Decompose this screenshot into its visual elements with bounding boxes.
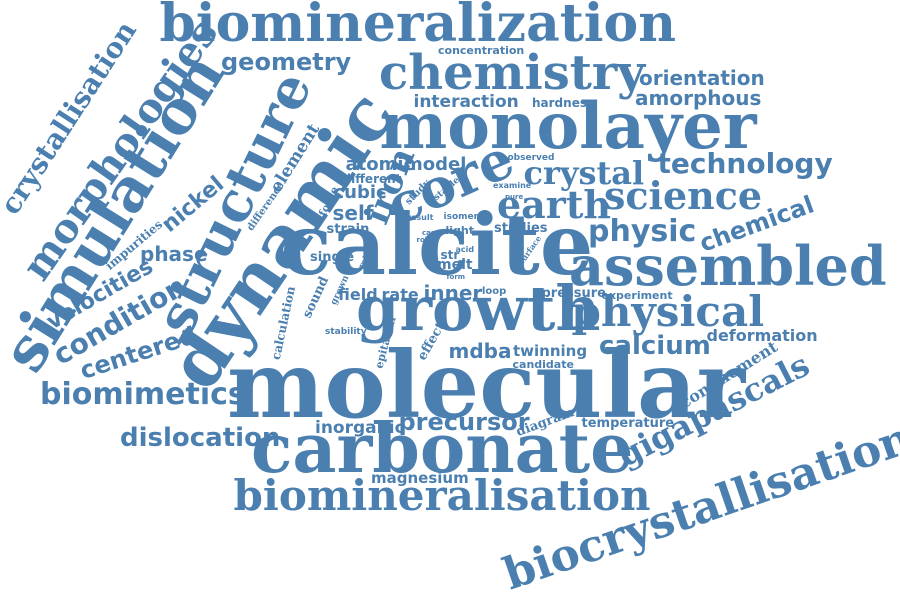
word-str: str <box>440 248 460 262</box>
word-light: light <box>445 223 475 237</box>
word-form: form <box>446 272 466 281</box>
word-interaction: interaction <box>413 91 519 112</box>
word-pressure: pressure <box>541 285 607 301</box>
word-temperature: temperature <box>581 415 675 431</box>
word-hardness: hardness <box>532 96 595 110</box>
word-self: self <box>332 201 374 225</box>
word-monolayer: monolayer <box>379 89 757 164</box>
word-biomineralisation: biomineralisation <box>233 471 651 520</box>
word-phase: phase <box>140 242 208 266</box>
word-examine: examine <box>493 181 532 190</box>
word-twinning: twinning <box>513 341 588 360</box>
word-single: single <box>310 249 355 265</box>
word-observed: observed <box>507 152 555 163</box>
word-field: field <box>338 285 378 304</box>
word-earth: earth <box>497 182 611 227</box>
word-stability: stability <box>325 326 367 337</box>
word-technology: technology <box>657 147 833 180</box>
word-atomic: atomic <box>345 154 415 175</box>
word-calcite: calcite <box>280 195 594 294</box>
word-rate: rate <box>381 285 419 304</box>
word-geometry: geometry <box>221 48 352 76</box>
word-precursor: precursor <box>398 408 530 436</box>
word-concentration: concentration <box>438 43 525 57</box>
word-experiment: experiment <box>601 288 673 302</box>
word-amorphous: amorphous <box>635 86 762 110</box>
word-mdba: mdba <box>448 339 512 363</box>
word-crystal: crystal <box>523 154 645 192</box>
word-deformation: deformation <box>706 326 818 345</box>
word-different: different <box>342 172 402 186</box>
word-assembled: assembled <box>569 234 887 298</box>
word-result: result <box>407 213 434 222</box>
word-physical: physical <box>571 287 765 336</box>
word-strain: strain <box>326 221 370 237</box>
word-loop: loop <box>482 286 507 297</box>
word-isomer: isomer <box>443 211 479 222</box>
word-physic: physic <box>588 214 697 249</box>
word-role: role <box>416 235 432 244</box>
word-science: science <box>604 173 763 218</box>
word-cubic: cubic <box>333 182 387 203</box>
word-molecular: molecular <box>227 331 746 439</box>
word-calcium: calcium <box>599 331 711 361</box>
word-pure: pure <box>505 192 524 201</box>
word-model: model <box>404 154 467 175</box>
word-dislocation: dislocation <box>120 423 281 453</box>
word-chemistry: chemistry <box>379 45 646 101</box>
word-biomineralization: biomineralization <box>159 0 677 54</box>
word-orientation: orientation <box>639 66 765 90</box>
word-magnesium: magnesium <box>371 468 469 487</box>
word-carbonate: carbonate <box>251 409 634 489</box>
word-case: case <box>422 228 440 237</box>
word-inorganic: inorganic <box>315 417 405 438</box>
word-biomimetics: biomimetics <box>40 377 246 412</box>
word-studies: studies <box>494 220 548 236</box>
word-inner: inner <box>423 281 483 305</box>
word-melt: melt <box>437 257 473 273</box>
word-growth: growth <box>356 272 601 345</box>
word-candidate: candidate <box>512 357 574 371</box>
word-acid: acid <box>455 245 475 254</box>
